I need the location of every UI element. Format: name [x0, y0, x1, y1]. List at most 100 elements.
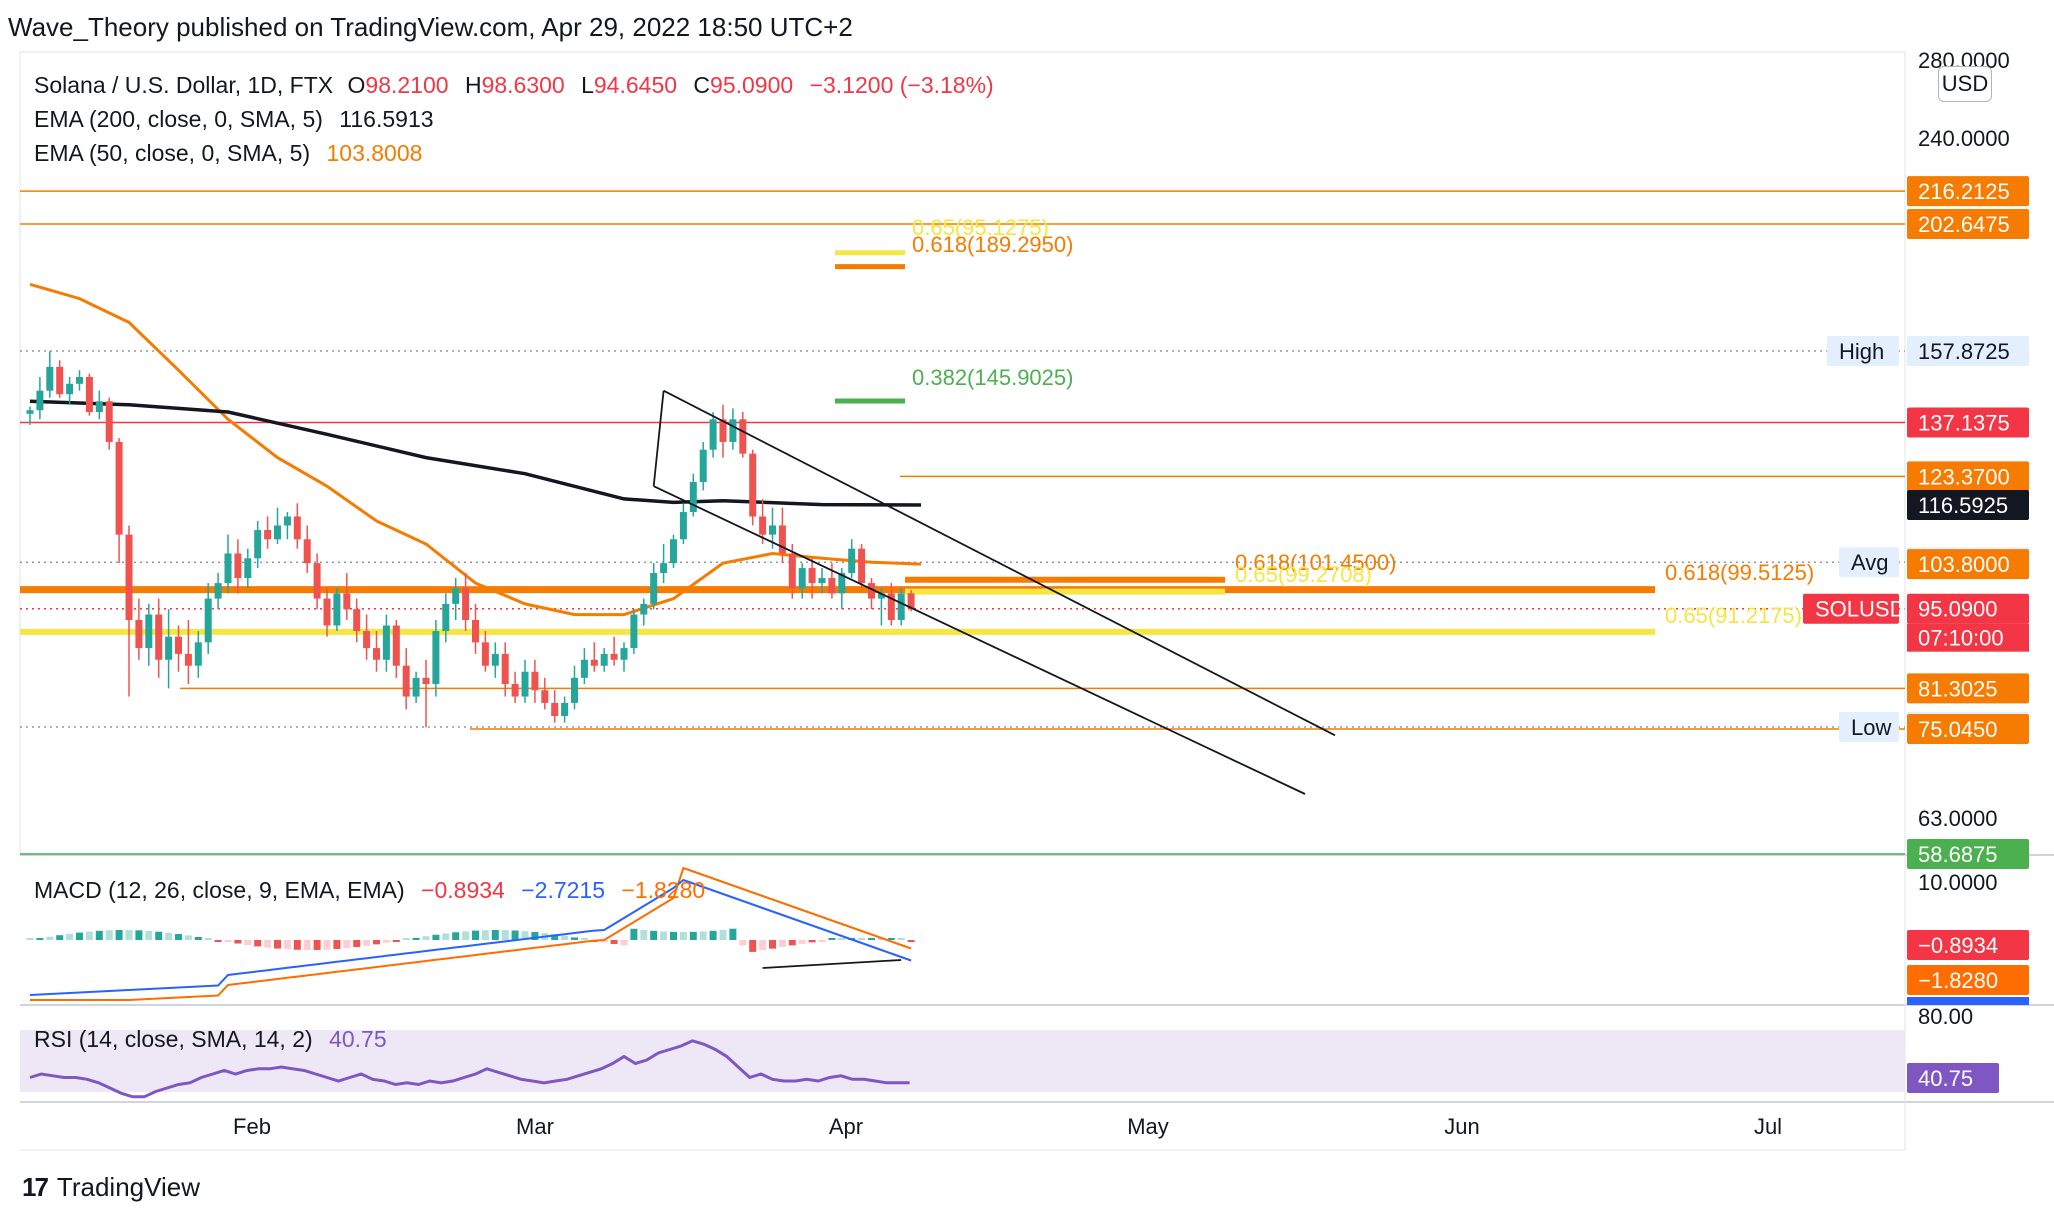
legend-low-label: L [581, 72, 594, 98]
candle-body [36, 390, 44, 411]
macd-histogram-bar [778, 940, 786, 947]
candle-body [600, 653, 608, 666]
candle-body [541, 690, 549, 703]
macd-histogram-bar [650, 930, 658, 940]
candle-body [293, 516, 301, 540]
price-axis-label: 240.0000 [1918, 126, 2010, 151]
rsi-line [29, 1039, 910, 1099]
candle-body [590, 659, 598, 666]
candle-body [709, 419, 717, 450]
candle-body [759, 516, 767, 535]
macd-histogram-bar [571, 937, 578, 940]
candle-body [660, 563, 668, 574]
macd-histogram-bar [759, 940, 767, 951]
price-axis-tag-text: 58.6875 [1918, 842, 1998, 867]
level-tag-text: Avg [1851, 550, 1889, 575]
candle-body [452, 588, 460, 604]
macd-histogram-bar [491, 930, 499, 940]
candle-body [56, 366, 64, 395]
countdown-text: 07:10:00 [1918, 626, 2004, 651]
ema200-line [29, 399, 922, 507]
macd-histogram-bar [264, 940, 272, 948]
macd-histogram-bar [501, 930, 509, 940]
macd-histogram-bar [382, 940, 390, 943]
candle-body [491, 653, 499, 666]
macd-histogram-bar [472, 930, 479, 940]
candle-body [244, 558, 252, 579]
tradingview-brand[interactable]: 17 TradingView [22, 1172, 200, 1203]
legend-open-label: O [347, 72, 366, 98]
legend-change: −3.1200 (−3.18%) [809, 72, 994, 98]
attribution: Wave_Theory published on TradingView.com… [8, 12, 853, 42]
candle-body [274, 525, 281, 540]
candle-body [689, 481, 697, 513]
macd-histogram-bar [610, 940, 618, 944]
legend-macd-row[interactable]: MACD (12, 26, close, 9, EMA, EMA) −0.893… [34, 877, 705, 904]
macd-histogram-bar [551, 934, 559, 940]
candle-body [382, 625, 390, 660]
channel-edge-line [652, 390, 665, 487]
macd-histogram-bar [709, 930, 717, 940]
legend-ema50-value: 103.8008 [326, 140, 423, 166]
candle-body [769, 525, 776, 535]
candle-body [422, 677, 430, 684]
macd-line [29, 878, 912, 996]
candle-body [739, 419, 747, 454]
price-axis-tag [1907, 490, 2029, 521]
price-axis-label: 80.00 [1918, 1004, 1973, 1029]
legend-ema200-row[interactable]: EMA (200, close, 0, SMA, 5) 116.5913 [34, 106, 434, 133]
price-axis-tag [1907, 461, 2029, 492]
candle-body [472, 619, 479, 643]
candle-body [184, 653, 192, 666]
price-axis-tag-text: 216.2125 [1918, 179, 2010, 204]
price-axis-tag [1907, 839, 2029, 870]
macd-histogram-bar [452, 932, 460, 940]
macd-histogram-bar [689, 931, 697, 940]
price-axis-tag-text: 157.8725 [1918, 339, 2010, 364]
macd-histogram-bar [283, 940, 291, 950]
price-axis-tag [1907, 335, 2029, 366]
candle-body [907, 593, 915, 609]
candle-body [481, 642, 489, 666]
candle-body [402, 665, 410, 697]
macd-histogram-bar [749, 940, 757, 952]
macd-histogram-bar [679, 931, 687, 940]
legend-rsi-row[interactable]: RSI (14, close, SMA, 14, 2) 40.75 [34, 1026, 387, 1053]
legend-ema50-row[interactable]: EMA (50, close, 0, SMA, 5) 103.8008 [34, 140, 422, 167]
price-axis-tag-text: 75.0450 [1918, 717, 1998, 742]
level-tag [1827, 335, 1899, 366]
macd-histogram-bar [105, 930, 113, 940]
candle-body [343, 593, 351, 610]
legend-ema200-value: 116.5913 [339, 106, 434, 132]
candle-body [858, 548, 866, 584]
macd-histogram-bar [373, 940, 380, 945]
macd-histogram-bar [95, 930, 103, 940]
macd-histogram-bar [204, 938, 212, 940]
candle-body [828, 578, 836, 594]
candle-body [303, 539, 311, 564]
candle-body [155, 614, 163, 660]
macd-signal-line [30, 866, 912, 1001]
candle-body [679, 512, 687, 540]
candle-body [333, 593, 341, 626]
price-axis-tag [1907, 549, 2029, 580]
macd-histogram-bar [660, 931, 668, 940]
price-axis-tag [1907, 593, 2029, 624]
price-axis-tag-text: 137.1375 [1918, 411, 2010, 436]
candle-body [561, 702, 569, 716]
macd-histogram-bar [521, 931, 529, 940]
macd-histogram-bar [432, 934, 440, 940]
candle-body [818, 578, 826, 584]
price-axis-tag [1907, 407, 2029, 438]
legend-macd-label: MACD (12, 26, close, 9, EMA, EMA) [34, 877, 405, 903]
currency-unit-button[interactable]: USD [1938, 66, 1992, 102]
macd-histogram-bar [729, 928, 737, 940]
macd-histogram-bar [392, 940, 400, 942]
ema50-line [29, 282, 922, 617]
price-axis-tag-text: 116.5925 [1918, 493, 2008, 518]
price-axis-tag-text: 95.0900 [1918, 597, 1998, 622]
time-axis-label: Jul [1754, 1114, 1782, 1139]
level-tag [1803, 593, 1899, 624]
macd-histogram-bar [175, 934, 182, 940]
